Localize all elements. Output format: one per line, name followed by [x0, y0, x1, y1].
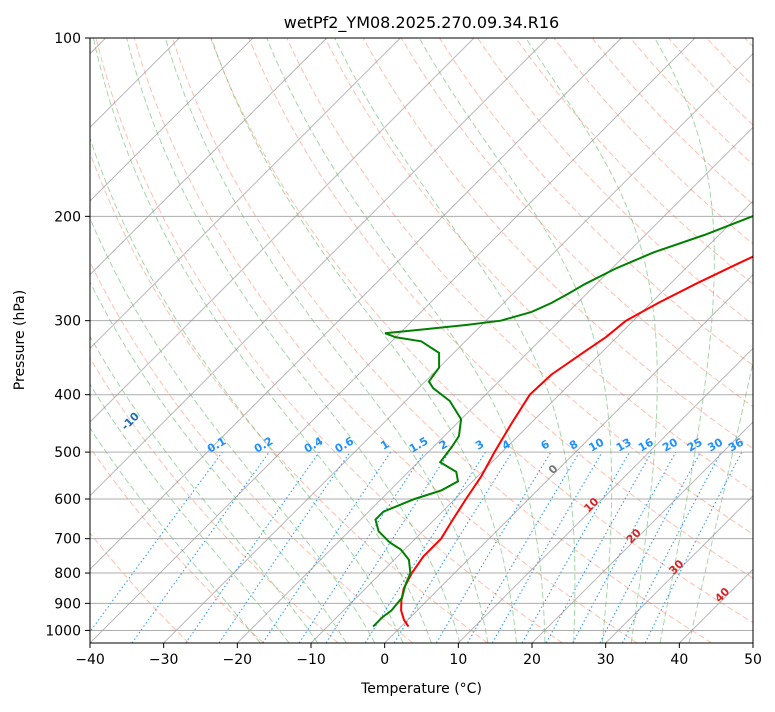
y-tick-label: 500 — [54, 445, 81, 461]
x-tick-label: 50 — [744, 652, 762, 668]
x-tick-label: 30 — [597, 652, 615, 668]
y-tick-label: 600 — [54, 492, 81, 508]
y-tick-label: 800 — [54, 566, 81, 582]
x-tick-label: −30 — [149, 652, 179, 668]
y-tick-label: 1000 — [45, 623, 81, 639]
y-tick-label: 400 — [54, 388, 81, 404]
y-tick-label: 900 — [54, 596, 81, 612]
x-tick-label: 10 — [449, 652, 467, 668]
x-tick-label: 20 — [523, 652, 541, 668]
x-axis-label: Temperature (°C) — [360, 681, 482, 697]
x-tick-label: 40 — [670, 652, 688, 668]
x-tick-label: −40 — [75, 652, 105, 668]
x-tick-label: −20 — [223, 652, 253, 668]
y-tick-label: 300 — [54, 314, 81, 330]
y-axis-label: Pressure (hPa) — [12, 290, 28, 390]
x-tick-label: 0 — [380, 652, 389, 668]
y-tick-label: 100 — [54, 31, 81, 47]
chart-title: wetPf2_YM08.2025.270.09.34.R16 — [284, 13, 559, 33]
y-tick-label: 700 — [54, 532, 81, 548]
x-tick-label: −10 — [296, 652, 326, 668]
y-tick-label: 200 — [54, 209, 81, 225]
